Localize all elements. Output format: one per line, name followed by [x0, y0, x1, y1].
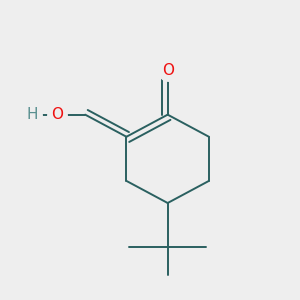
- Text: O: O: [51, 107, 63, 122]
- Text: H: H: [26, 107, 38, 122]
- Text: O: O: [162, 63, 174, 78]
